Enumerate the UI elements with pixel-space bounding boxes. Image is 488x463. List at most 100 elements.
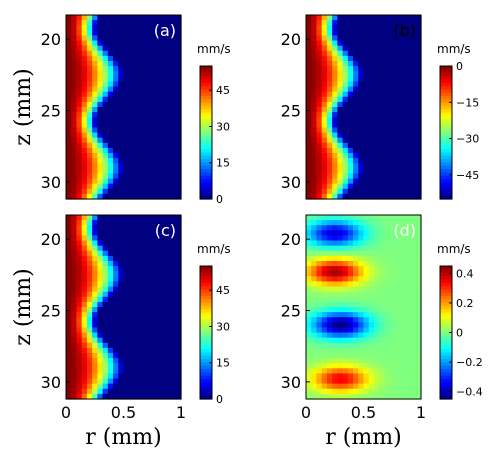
heatmap-cell (71, 296, 78, 303)
colorbar-segment (440, 152, 452, 157)
colorbar-segment (440, 389, 452, 393)
heatmap-cell (347, 281, 354, 288)
colorbar-segment (440, 392, 452, 397)
heatmap-cell (347, 40, 354, 47)
heatmap-cell (358, 307, 365, 313)
heatmap-cell (400, 373, 406, 380)
heatmap-cell (66, 147, 72, 154)
heatmap-cell (379, 296, 386, 303)
heatmap-cell (368, 322, 375, 329)
heatmap-cell (368, 173, 375, 180)
heatmap-cell (316, 296, 323, 303)
heatmap-cell (165, 317, 172, 323)
heatmap-cell (76, 132, 83, 139)
heatmap-cell (154, 373, 161, 380)
heatmap-cell (405, 225, 412, 231)
heatmap-cell (149, 153, 156, 159)
heatmap-cell (160, 55, 166, 62)
heatmap-cell (149, 291, 156, 298)
heatmap-cell (342, 147, 349, 154)
heatmap-cell (384, 112, 391, 118)
heatmap-cell (316, 245, 323, 252)
heatmap-cell (76, 378, 83, 385)
heatmap-cell (321, 327, 328, 334)
heatmap-cell (149, 388, 156, 395)
heatmap-cell (128, 368, 135, 375)
heatmap-cell (66, 373, 72, 380)
heatmap-cell (389, 301, 396, 308)
heatmap-cell (170, 342, 177, 349)
heatmap-cell (97, 55, 104, 62)
heatmap-cell (154, 96, 161, 103)
heatmap-cell (86, 373, 93, 380)
heatmap-cell (92, 271, 98, 277)
heatmap-cell (144, 117, 151, 123)
colorbar-segment (200, 372, 212, 377)
heatmap-cell (306, 132, 312, 139)
heatmap-cell (123, 193, 130, 200)
heatmap-cell (118, 122, 125, 129)
heatmap-cell (149, 25, 156, 31)
heatmap-cell (311, 137, 318, 144)
heatmap-cell (384, 183, 391, 190)
heatmap-cell (415, 86, 422, 93)
heatmap-cell (342, 266, 349, 272)
colorbar-unit-c: mm/s (197, 242, 231, 256)
colorbar-segment (200, 112, 212, 117)
heatmap-cell (76, 86, 83, 93)
heatmap-cell (347, 96, 354, 103)
heatmap-cell (379, 281, 386, 288)
heatmap-cell (321, 86, 328, 93)
heatmap-cell (373, 301, 380, 308)
heatmap-cell (128, 255, 135, 262)
heatmap-cell (149, 332, 156, 339)
y-tick-label: 25 (281, 102, 301, 121)
heatmap-cell (337, 112, 344, 118)
heatmap-cell (389, 245, 396, 252)
heatmap-cell (123, 50, 130, 57)
heatmap-cell (384, 281, 391, 288)
heatmap-cell (353, 193, 359, 200)
heatmap-cell (321, 30, 328, 37)
heatmap-cell (113, 173, 119, 180)
heatmap-cell (123, 142, 130, 149)
heatmap-cell (107, 312, 114, 318)
heatmap-cell (316, 86, 323, 93)
heatmap-cell (358, 91, 365, 98)
heatmap-cell (97, 337, 104, 344)
heatmap-cell (139, 342, 146, 349)
heatmap-cell (160, 393, 166, 400)
heatmap-cell (149, 353, 156, 359)
heatmap-cell (353, 66, 359, 72)
heatmap-cell (160, 173, 166, 180)
heatmap-cell (316, 127, 323, 134)
heatmap-cell (133, 66, 140, 72)
heatmap-cell (144, 86, 151, 93)
heatmap-cell (170, 183, 177, 190)
colorbar-unit-a: mm/s (197, 42, 231, 56)
heatmap-cell (358, 261, 365, 267)
heatmap-cell (394, 178, 401, 185)
heatmap-cell (102, 261, 109, 267)
heatmap-cell (86, 132, 93, 139)
heatmap-cell (332, 378, 338, 385)
heatmap-cell (102, 45, 109, 52)
heatmap-cell (107, 327, 114, 334)
heatmap-cell (337, 163, 344, 169)
heatmap-cell (139, 220, 146, 226)
heatmap-cell (389, 107, 396, 113)
heatmap-cell (326, 337, 333, 344)
y-tick-label: 20 (281, 230, 301, 249)
heatmap-cell (170, 112, 177, 118)
heatmap-cell (175, 178, 182, 185)
heatmap-cell (337, 337, 344, 344)
heatmap-cell (337, 178, 344, 185)
heatmap-cell (321, 71, 328, 77)
heatmap-cell (389, 291, 396, 298)
heatmap-cell (353, 307, 359, 313)
heatmap-cell (332, 45, 338, 52)
heatmap-cell (139, 332, 146, 339)
heatmap-cell (368, 178, 375, 185)
plot-frame-d (305, 214, 422, 400)
heatmap-cell (128, 230, 135, 237)
